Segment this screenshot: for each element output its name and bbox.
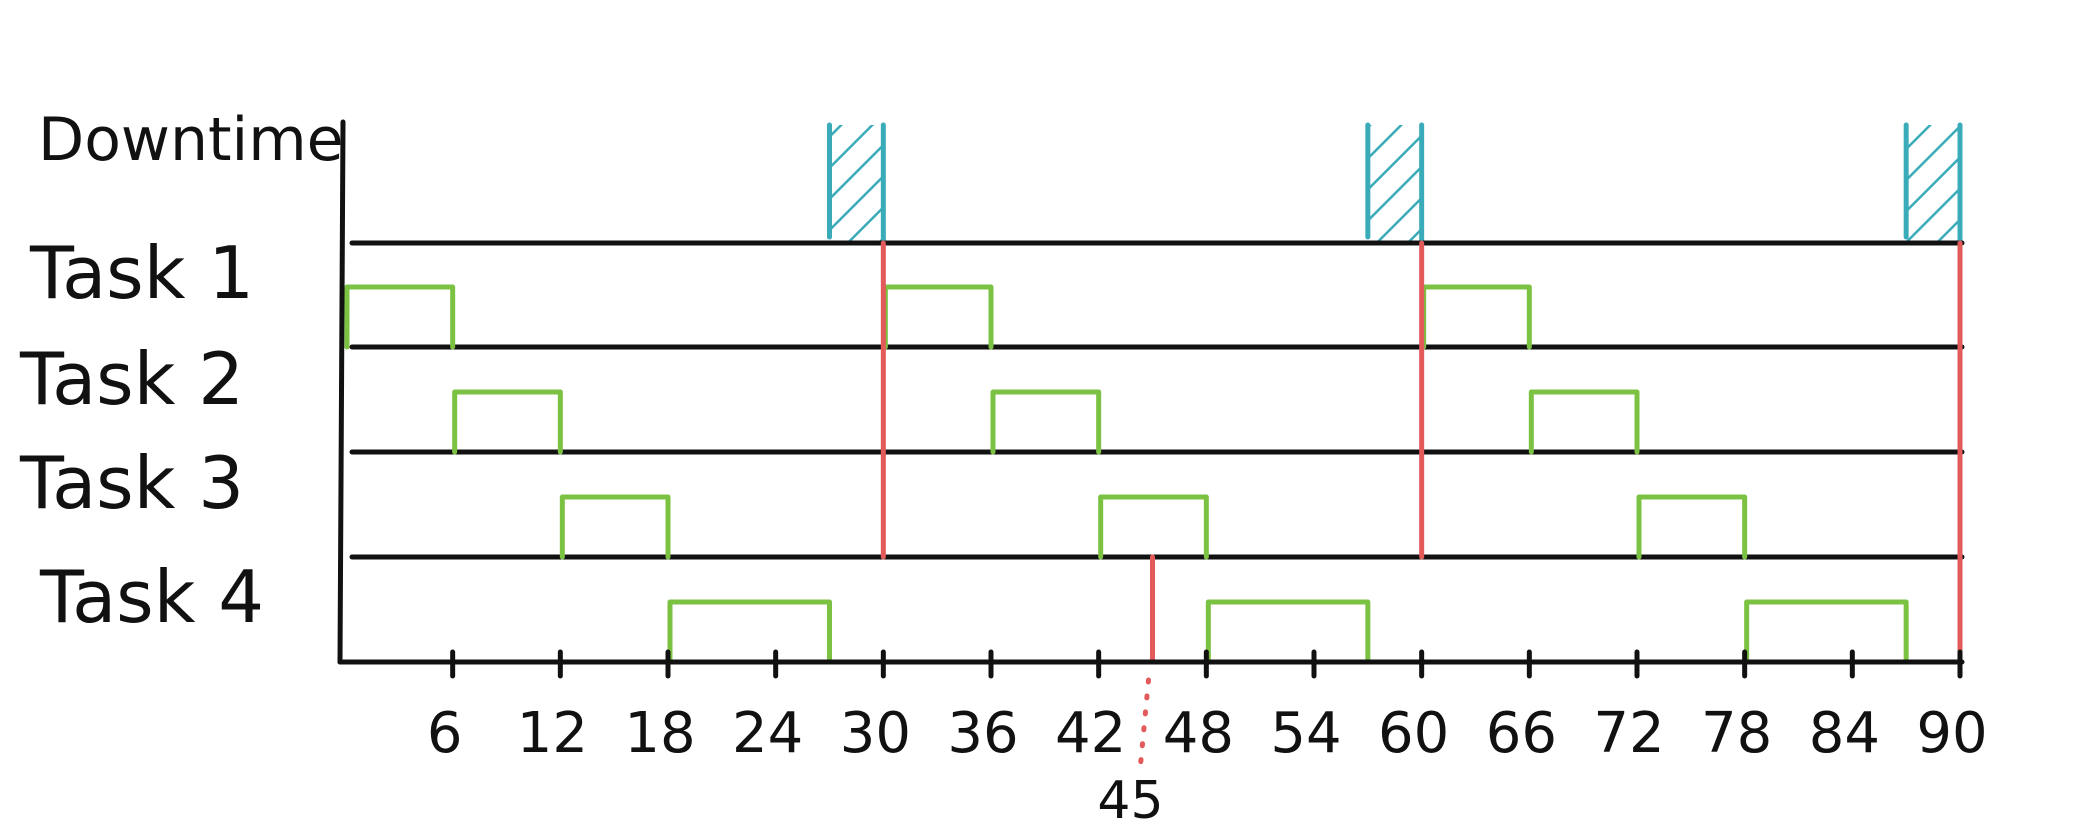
tick-label: 12 [517,701,588,766]
task-bar [559,494,671,560]
task-bar [1636,494,1748,560]
tick-label: 60 [1378,701,1449,766]
task-bar [1098,494,1209,560]
task-bar [452,389,563,455]
downtime-block [1906,125,1960,243]
tick-label: 48 [1163,701,1234,766]
tick-label: 18 [624,701,695,766]
tick-label: 90 [1916,701,1987,766]
downtime-block [1367,125,1422,243]
tick-label: 72 [1593,701,1664,766]
task-bar [1528,389,1640,455]
marker-dotted-line [1138,677,1151,768]
row-label: Task 3 [19,441,244,525]
tick-label: 42 [1055,701,1126,766]
marker-label: 45 [1097,771,1163,819]
task-bar [344,284,456,350]
row-label: Task 2 [19,337,244,421]
downtime-block [829,125,884,243]
row-lines-layer [349,240,1965,560]
tick-label: 66 [1486,701,1557,766]
task-bar [1205,599,1371,665]
tick-label: 6 [427,701,463,766]
task-bar [1744,599,1909,665]
tick-label: 30 [840,701,911,766]
task-layer [344,284,1909,665]
tick-label: 78 [1701,701,1772,766]
task-bar [1421,284,1532,350]
y-axis [337,119,346,665]
downtime-layer [827,122,1963,246]
task-bar [882,284,994,350]
tick-label: 54 [1270,701,1341,766]
task-bar [667,599,832,665]
downtime-label: Downtime [38,105,344,175]
tick-label: 36 [947,701,1018,766]
tick-label: 24 [732,701,803,766]
deadline-layer [880,240,1963,768]
row-label: Task 4 [39,555,264,639]
tick-label: 84 [1809,701,1880,766]
axis-layer [337,119,1965,679]
label-layer: 6 12 18 24 30 36 42 48 54 60 66 72 78 84 90 45 Task 1 Tas… [19,105,1988,819]
row-label: Task 1 [29,231,254,315]
task-bar [990,389,1102,455]
